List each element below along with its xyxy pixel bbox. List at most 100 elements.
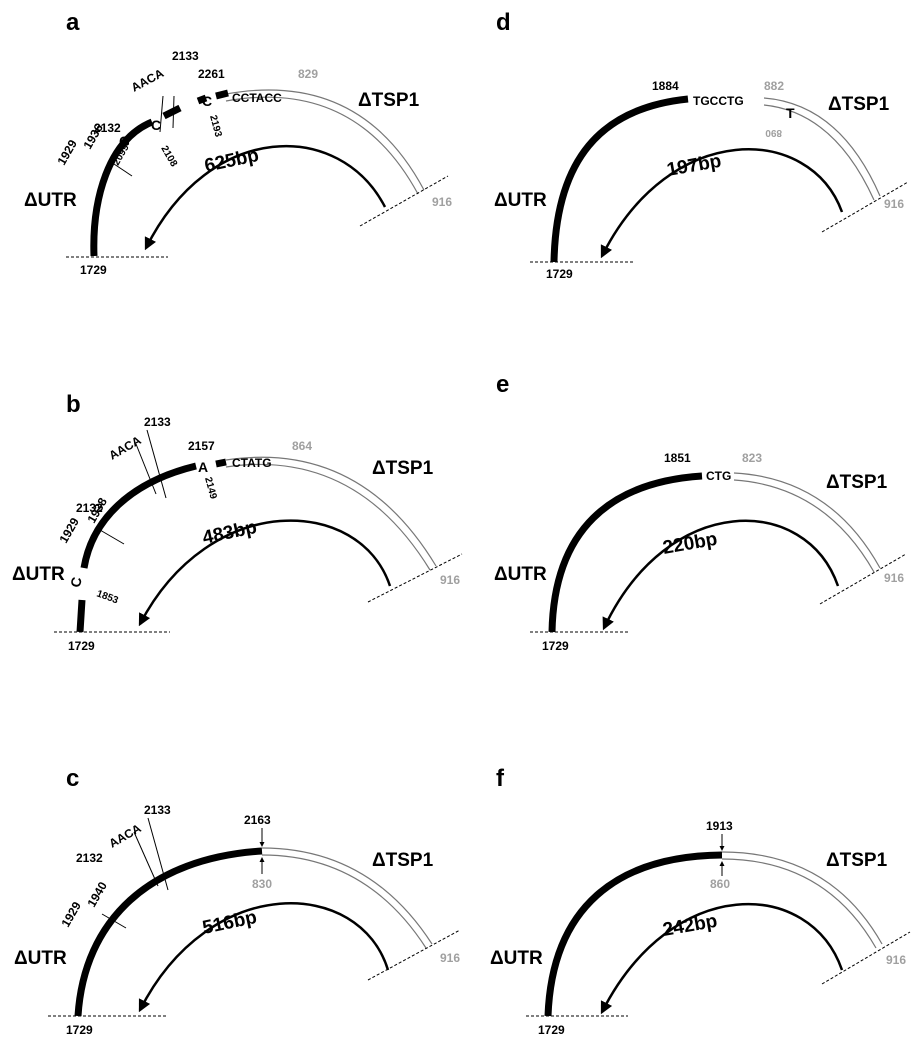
position-890: 890 [765,127,782,138]
panel-c: c ΔUTR ΔTSP1 516bp 1729 916 1929 1940 21… [14,765,460,1037]
panel-label-c: c [66,765,79,792]
panel-a: a ΔUTR ΔTSP1 625bp 1729 916 1929 1936 21… [24,9,452,277]
tsp1-strand-inner [261,854,427,949]
utr-strand [544,851,723,1017]
position-2132: 2132 [76,851,103,865]
panel-label-a: a [66,9,80,36]
tsp1-baseline [821,931,911,985]
tsp1-baseline [359,175,449,227]
position-2133: 2133 [144,415,171,429]
tsp1-strand-outer [225,456,437,567]
position-1929: 1929 [58,899,84,929]
utr-label: ΔUTR [24,190,77,211]
base-t: T [786,105,795,121]
panel-label-d: d [496,9,511,36]
deletion-arrow [600,148,844,259]
position-1929: 1929 [54,137,80,167]
tsp1-label: ΔTSP1 [372,458,434,479]
tsp1-label: ΔTSP1 [358,90,420,111]
tsp1-label: ΔTSP1 [828,94,890,115]
tsp1-label: ΔTSP1 [372,850,434,871]
position-2157: 2157 [188,439,215,453]
tsp1-baseline [819,553,907,605]
deletion-size: 242bp [661,911,719,941]
panel-f: f ΔUTR ΔTSP1 242bp 1729 916 1913 860 [490,765,911,1037]
tsp1-strand-inner [721,858,877,949]
deletion-size: 625bp [203,145,261,177]
tsp1-start-position: 829 [298,67,318,81]
base-g: G [119,133,130,149]
deletion-arrow [602,519,840,631]
utr-strand [90,118,154,257]
tsp1-start-position: 864 [292,439,312,453]
position-1940: 1940 [84,879,110,909]
tsp1-end-position: 916 [884,197,904,211]
panel-e: e ΔUTR ΔTSP1 220bp 1729 916 1851 CTG 823 [494,371,907,653]
tsp1-strand-inner [733,479,875,573]
tsp1-strand-outer [721,851,883,945]
tick-2133 [147,817,169,891]
utr-strand-segment [80,462,197,569]
tsp1-strand-outer [733,472,881,569]
deletion-size: 197bp [665,151,723,181]
tick-2132 [159,95,164,133]
junction-sequence: CTATG [232,456,272,470]
deletion-size: 483bp [201,517,259,549]
tsp1-strand-inner [225,96,419,195]
tick-2133 [146,429,167,499]
tsp1-end-position: 916 [440,573,460,587]
base-c2: C [202,93,212,109]
utr-strand-segment [215,458,227,468]
utr-strand [550,95,689,263]
junction-utr-position: 2163 [244,813,271,827]
tsp1-baseline [367,553,463,603]
tsp1-end-position: 916 [886,953,906,967]
base-c1: C [151,117,161,133]
panel-d: d ΔUTR ΔTSP1 197bp 1729 916 1884 TGCCTG … [494,9,909,281]
position-2132: 2132 [94,121,121,135]
tick-2132 [135,443,157,495]
tsp1-end-position: 916 [432,195,452,209]
utr-strand [76,599,86,633]
position-2193: 2193 [207,114,223,139]
tick-1929 [101,913,127,929]
tsp1-start-position: 860 [710,877,730,891]
tsp1-strand-outer [763,97,881,197]
tsp1-strand-outer [225,89,425,191]
tsp1-strand-outer [261,847,433,945]
tsp1-end-position: 916 [884,571,904,585]
motif-aaca: AACA [129,66,166,95]
utr-start-position: 1729 [68,639,95,653]
junction-sequence: TGCCTG [693,94,744,108]
junction-sequence: CCTACC [232,91,282,105]
position-2133: 2133 [144,803,171,817]
utr-label: ΔUTR [12,564,65,585]
tick-1929 [113,163,133,177]
motif-aaca: AACA [107,821,144,851]
tick-2133 [172,95,175,129]
tsp1-label: ΔTSP1 [826,472,888,493]
deletion-arrow [144,144,387,251]
tsp1-strand-inner [763,104,875,201]
junction-utr-position: 1913 [706,819,733,833]
utr-strand-segment [215,89,229,100]
deletion-arrow [600,902,844,1015]
tsp1-end-position: 916 [440,951,460,965]
position-2132: 2132 [76,501,103,515]
base-a: A [198,459,208,475]
position-1929: 1929 [56,515,82,545]
position-2133: 2133 [172,49,199,63]
deletion-size: 516bp [201,907,259,939]
junction-sequence: CTG [706,469,731,483]
tsp1-baseline [367,929,461,981]
tick-2132 [133,831,159,887]
utr-start-position: 1729 [538,1023,565,1037]
tick-1929 [99,529,125,545]
position-2149: 2149 [202,476,218,501]
tsp1-strand-inner [225,463,431,571]
panel-label-e: e [496,371,509,398]
tsp1-baseline [821,181,909,233]
panel-b: b ΔUTR ΔTSP1 483bp 1729 916 1929 1938 21… [12,391,463,653]
junction-utr-position: 1884 [652,79,679,93]
